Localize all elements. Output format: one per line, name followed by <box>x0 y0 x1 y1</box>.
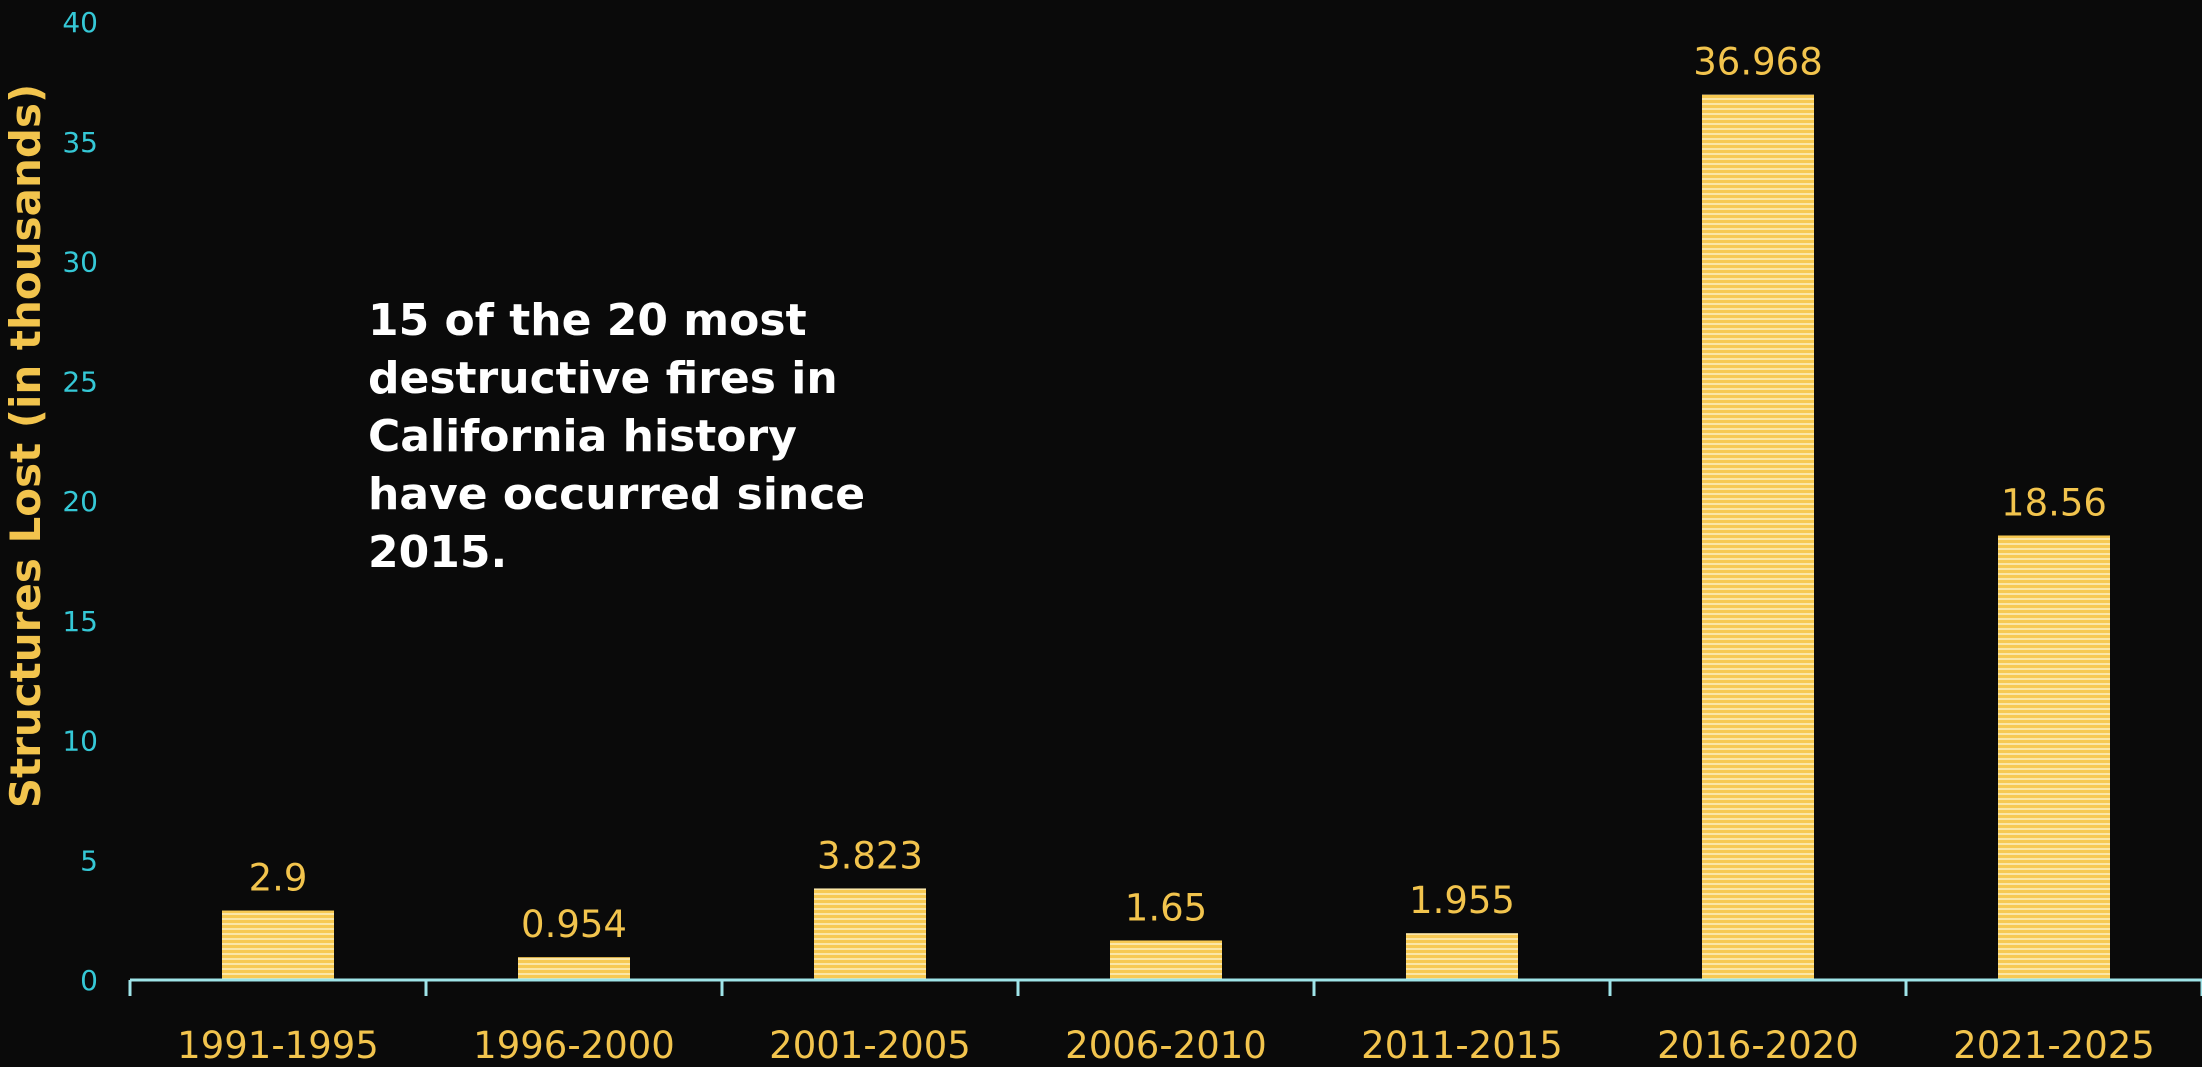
data-label: 36.968 <box>1693 41 1822 84</box>
data-label: 3.823 <box>817 834 923 877</box>
bar <box>1110 940 1222 980</box>
data-label: 0.954 <box>521 903 627 946</box>
y-axis-label: Structures Lost (in thousands) <box>1 84 50 808</box>
x-axis-tick-labels: 1991-1995 1996-2000 2001-2005 2006-2010 2011… <box>177 1024 2155 1067</box>
data-labels: 2.9 0.954 3.823 1.65 1.955 36.968 18.56 <box>249 41 2107 947</box>
y-tick-label: 35 <box>62 126 98 159</box>
y-axis-ticks: 0 5 10 15 20 25 30 35 40 <box>62 6 98 997</box>
data-label: 2.9 <box>249 857 308 900</box>
bar <box>1406 933 1518 980</box>
x-tick-label: 2021-2025 <box>1953 1024 2155 1067</box>
x-tick-label: 1996-2000 <box>473 1024 675 1067</box>
y-tick-label: 30 <box>62 246 98 279</box>
y-tick-label: 25 <box>62 365 98 398</box>
y-tick-label: 0 <box>80 964 98 997</box>
data-label: 18.56 <box>2001 481 2107 524</box>
y-tick-label: 20 <box>62 485 98 518</box>
bar <box>814 888 926 980</box>
x-tick-label: 2001-2005 <box>769 1024 971 1067</box>
x-tick-label: 2016-2020 <box>1657 1024 1859 1067</box>
bar <box>518 957 630 980</box>
y-tick-label: 15 <box>62 605 98 638</box>
y-tick-label: 5 <box>80 844 98 877</box>
bar <box>1702 94 1814 981</box>
x-tick-label: 2006-2010 <box>1065 1024 1267 1067</box>
data-label: 1.65 <box>1125 886 1207 929</box>
data-label: 1.955 <box>1409 879 1515 922</box>
x-tick-label: 1991-1995 <box>177 1024 379 1067</box>
x-tick-label: 2011-2015 <box>1361 1024 1563 1067</box>
bar <box>1998 535 2110 980</box>
y-tick-label: 10 <box>62 725 98 758</box>
bars <box>222 94 2110 981</box>
y-tick-label: 40 <box>62 6 98 39</box>
annotation-text: 15 of the 20 most destructive fires in C… <box>368 295 866 578</box>
bar <box>222 910 334 980</box>
x-axis <box>128 978 2202 996</box>
